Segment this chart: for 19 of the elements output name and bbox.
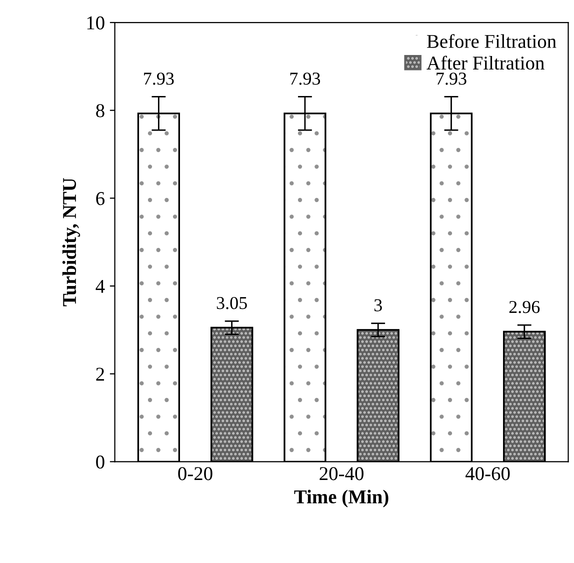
y-tick-label: 0	[96, 455, 104, 469]
legend-label: After Filtration	[426, 56, 544, 70]
x-tick-label: 40-60	[466, 467, 510, 480]
data-label: 7.93	[290, 72, 320, 85]
y-tick-label: 4	[96, 280, 105, 293]
y-tick-label: 6	[96, 192, 104, 206]
x-tick-label: 0-20	[178, 467, 212, 480]
y-tick-label: 8	[96, 104, 104, 118]
data-label: 2.96	[509, 300, 540, 314]
data-label: 7.93	[436, 72, 466, 85]
x-tick-label: 20-40	[320, 467, 364, 480]
data-label: 7.93	[144, 72, 174, 85]
data-label: 3.05	[216, 296, 247, 310]
y-tick-label: 2	[96, 368, 104, 381]
y-axis-title: Turbidity, NTU	[62, 178, 80, 306]
x-axis-title: Time (Min)	[294, 490, 388, 508]
legend-label: Before Filtration	[427, 34, 556, 48]
data-label: 3	[374, 299, 382, 312]
y-tick-label: 10	[87, 16, 104, 30]
